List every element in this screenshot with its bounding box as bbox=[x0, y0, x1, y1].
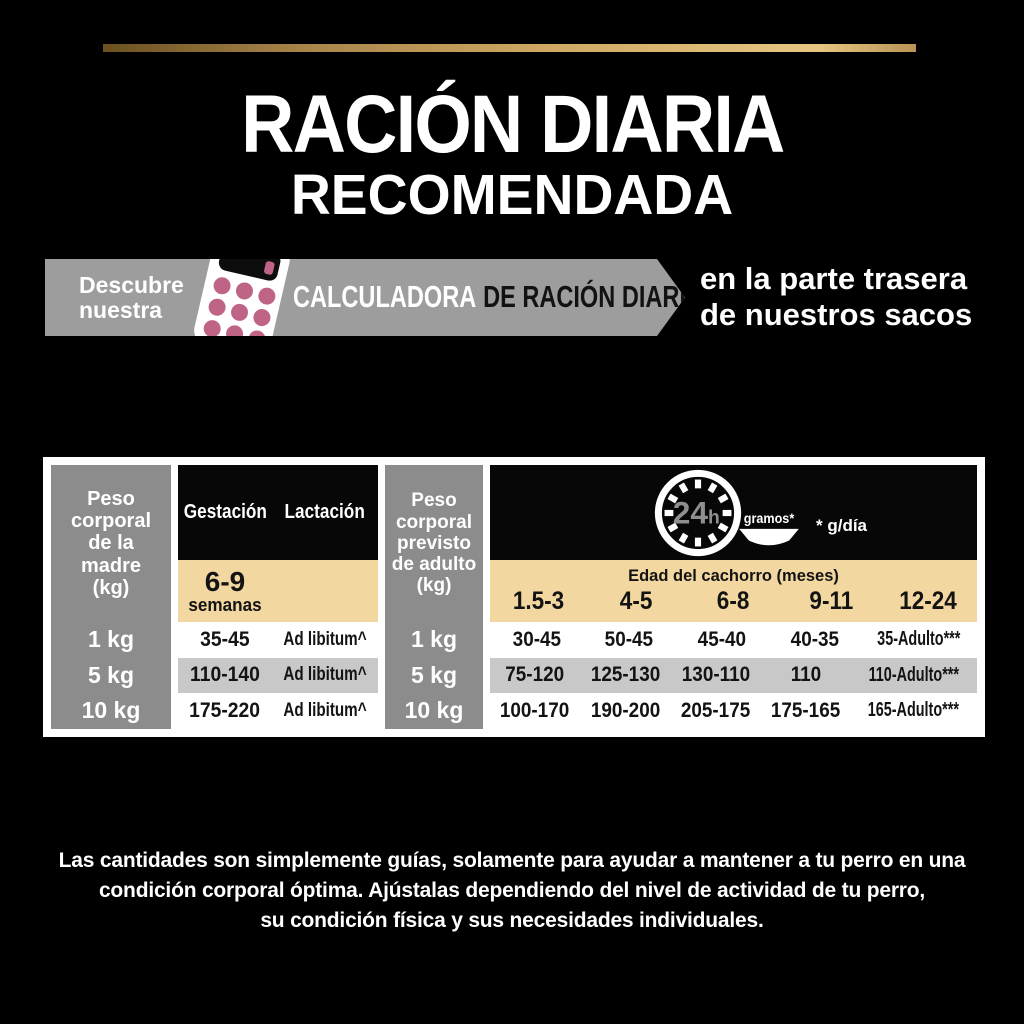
page-title-line1: RACIÓN DIARIA bbox=[240, 79, 785, 170]
lactation-cell: Ad libitum^ bbox=[283, 664, 367, 686]
ration-cell: 75-120 bbox=[505, 663, 565, 687]
mother-weight-row: 10 kg bbox=[81, 697, 141, 724]
mother-weight-row: 1 kg bbox=[87, 626, 135, 653]
disclaimer-line1: Las cantidades son simplemente guías, so… bbox=[58, 849, 966, 872]
calculator-key bbox=[246, 328, 268, 336]
calculator-banner: Descubre nuestra CALCULADORA DE RACIÓN D… bbox=[45, 259, 685, 336]
gestation-cell: 35-45 bbox=[200, 627, 250, 651]
table-row: 30-45 50-45 45-40 40-35 35-Adulto*** bbox=[490, 622, 977, 658]
page-subtitle: RECOMENDADA bbox=[0, 167, 1024, 224]
adult-weight-row: 10 kg bbox=[404, 697, 464, 724]
banner-intro-line2: nuestra bbox=[79, 296, 163, 323]
gold-divider-line bbox=[103, 44, 916, 52]
banner-right-text: en la parte trasera de nuestros sacos bbox=[700, 261, 972, 333]
calculator-key bbox=[256, 285, 278, 307]
gestation-cell: 175-220 bbox=[189, 698, 261, 722]
banner-intro-text: Descubre nuestra bbox=[79, 273, 184, 322]
puppy-age-header: Edad del cachorro (meses) bbox=[628, 566, 839, 585]
ration-cell: 100-170 bbox=[500, 698, 570, 722]
calculator-key bbox=[251, 307, 273, 328]
ration-cell: 35-Adulto*** bbox=[877, 628, 961, 651]
weeks-value: 6-9 bbox=[204, 566, 246, 597]
age-column-header: 9-11 bbox=[808, 587, 853, 615]
age-column-header: 12-24 bbox=[899, 587, 958, 615]
ration-cell: 110-Adulto*** bbox=[868, 663, 960, 686]
ration-cell: 50-45 bbox=[605, 627, 654, 651]
lactation-column-header: Lactación bbox=[284, 501, 366, 523]
adult-weight-row: 1 kg bbox=[410, 626, 458, 653]
ration-cell: 40-35 bbox=[790, 627, 840, 651]
adult-weight-row: 5 kg bbox=[410, 661, 458, 688]
ration-cell: 205-175 bbox=[680, 698, 750, 722]
weeks-band-text: 6-9 semanas bbox=[178, 560, 272, 616]
age-column-header: 1.5-3 bbox=[513, 587, 565, 615]
table-row: 75-120 125-130 130-110 110 110-Adulto*** bbox=[490, 657, 977, 694]
age-column-header: 4-5 bbox=[619, 587, 653, 615]
page-title: RACIÓN DIARIA bbox=[0, 84, 1024, 166]
puppy-age-section: 24h gramos* * g/día Edad del cachorro (m… bbox=[490, 465, 977, 729]
banner-right-line2: de nuestros sacos bbox=[700, 296, 973, 332]
banner-title-highlight: CALCULADORA bbox=[293, 279, 477, 314]
grams-label: gramos* bbox=[743, 510, 795, 526]
lactation-cell: Ad libitum^ bbox=[283, 699, 367, 721]
page-subtitle-line1: RECOMENDADA bbox=[290, 163, 734, 227]
clock-24h-icon: 24h bbox=[654, 469, 742, 557]
ration-cell: 30-45 bbox=[512, 627, 561, 651]
puppy-age-band: Edad del cachorro (meses) 1.5-3 4-5 6-8 … bbox=[490, 560, 977, 622]
adult-weight-header: Peso corporal previsto de adulto (kg) bbox=[391, 490, 477, 597]
mother-weight-column: Peso corporal de la madre (kg) 1 kg 5 kg… bbox=[51, 465, 171, 729]
gestation-lactation-section: Gestación Lactación 6-9 semanas 35-45 Ad… bbox=[178, 465, 378, 729]
food-bowl-icon bbox=[739, 528, 799, 546]
feeding-table: Peso corporal de la madre (kg) 1 kg 5 kg… bbox=[43, 457, 985, 737]
puppy-age-columns: 1.5-3 4-5 6-8 9-11 12-24 bbox=[490, 587, 977, 616]
grams-per-day-label: * g/día bbox=[816, 516, 868, 535]
weeks-unit: semanas bbox=[188, 595, 262, 616]
clock-value: 24 bbox=[673, 495, 709, 531]
calculator-screen bbox=[217, 259, 283, 283]
gestation-column-header: Gestación bbox=[183, 501, 267, 523]
gestation-lactation-header: Gestación Lactación bbox=[178, 465, 378, 560]
ration-cell: 130-110 bbox=[681, 663, 751, 687]
calculator-key bbox=[201, 318, 223, 336]
table-row: 110-140 Ad libitum^ bbox=[178, 657, 378, 694]
banner-title: CALCULADORA DE RACIÓN DIARIA bbox=[293, 279, 703, 314]
mother-weight-header: Peso corporal de la madre (kg) bbox=[70, 487, 152, 600]
clock-unit: h bbox=[708, 507, 720, 529]
calculator-icon bbox=[191, 259, 293, 336]
puppy-section-header: 24h gramos* * g/día bbox=[490, 465, 977, 560]
ration-cell: 165-Adulto*** bbox=[868, 699, 960, 722]
table-row: 175-220 Ad libitum^ bbox=[178, 693, 378, 729]
ration-cell: 45-40 bbox=[697, 627, 747, 651]
table-row: 35-45 Ad libitum^ bbox=[178, 622, 378, 658]
ration-cell: 175-165 bbox=[770, 698, 840, 722]
ration-cell: 125-130 bbox=[590, 663, 661, 687]
grams-bowl: gramos* bbox=[730, 510, 808, 552]
banner-right-line1: en la parte trasera bbox=[700, 261, 968, 296]
calculator-key bbox=[224, 323, 245, 336]
lactation-cell: Ad libitum^ bbox=[283, 628, 367, 650]
table-row: 100-170 190-200 205-175 175-165 165-Adul… bbox=[490, 693, 977, 729]
calculator-key bbox=[206, 297, 228, 318]
calculator-keys bbox=[201, 275, 278, 336]
calculator-key bbox=[229, 302, 250, 323]
banner-intro-line1: Descubre bbox=[79, 272, 184, 298]
adult-weight-column: Peso corporal previsto de adulto (kg) 1 … bbox=[385, 465, 483, 729]
disclaimer-line2: condición corporal óptima. Ajústalas dep… bbox=[98, 879, 926, 903]
weeks-band: 6-9 semanas bbox=[178, 560, 378, 622]
disclaimer-line3: su condición física y sus necesidades in… bbox=[260, 909, 764, 933]
ration-cell: 110 bbox=[790, 663, 822, 687]
banner-title-rest: DE RACIÓN DIARIA bbox=[483, 279, 703, 314]
svg-text:24h: 24h bbox=[673, 495, 720, 531]
mother-weight-row: 5 kg bbox=[87, 661, 135, 688]
calculator-key bbox=[211, 275, 233, 296]
ration-cell: 190-200 bbox=[590, 698, 660, 722]
gestation-cell: 110-140 bbox=[190, 663, 260, 687]
calculator-key bbox=[234, 280, 255, 302]
age-column-header: 6-8 bbox=[717, 587, 750, 615]
disclaimer-text: Las cantidades son simplemente guías, so… bbox=[0, 846, 1024, 937]
